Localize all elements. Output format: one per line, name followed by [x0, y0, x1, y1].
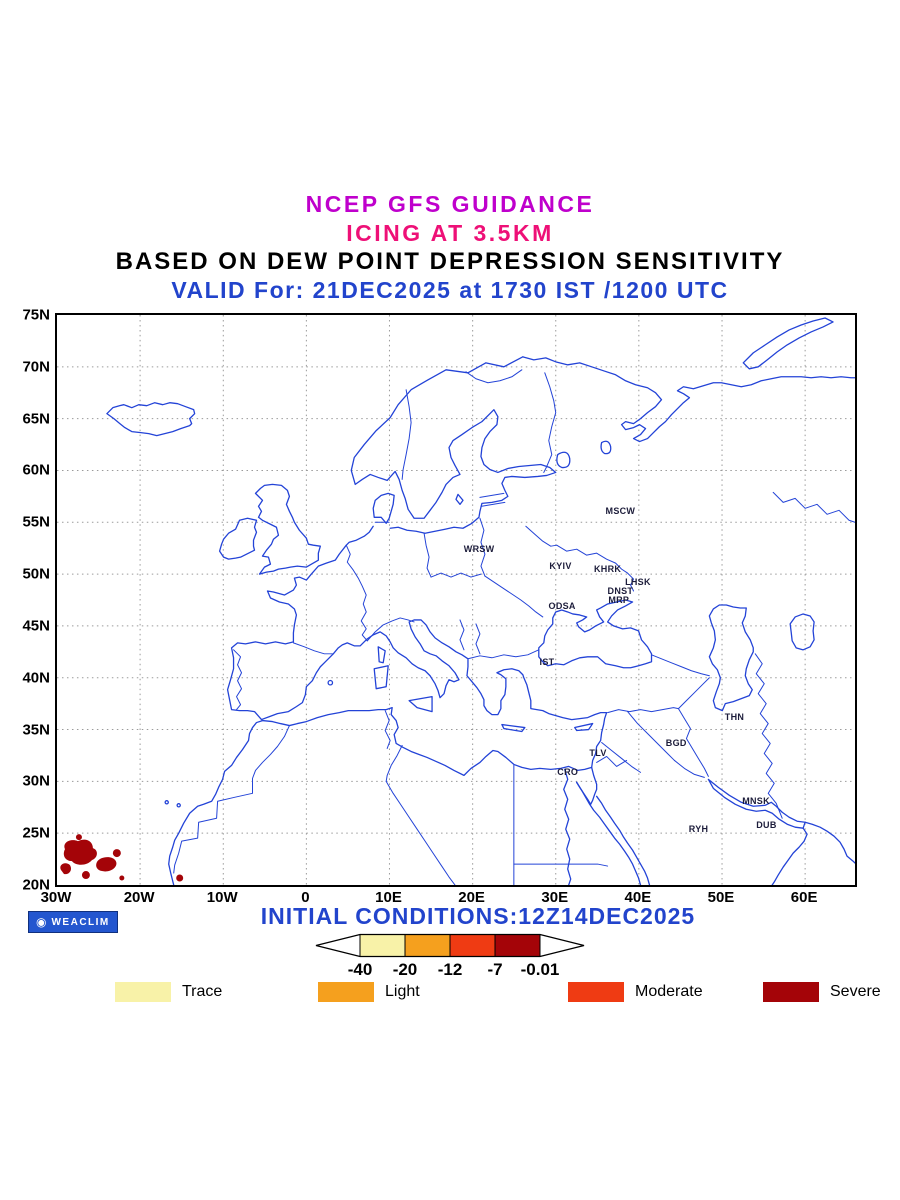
scale-dividers — [359, 934, 541, 957]
city-labels: MSCW WRSW KYIV KHRK LHSK DNST MRP ODSA IST THN BGD… — [57, 315, 855, 885]
model-title: NCEP GFS GUIDANCE — [305, 191, 595, 217]
legend-item: Moderate — [568, 982, 703, 1002]
lon-tick-label: 40E — [624, 889, 652, 906]
city-label: WRSW — [463, 544, 495, 555]
severity-legend: Trace Light Moderate Severe — [0, 982, 900, 1006]
lon-tick-label: 30E — [541, 889, 569, 906]
city-label: BGD — [665, 737, 687, 748]
lat-tick-label: 60N — [22, 461, 50, 479]
scale-segment-moderate — [450, 934, 495, 957]
scale-tick-label: -0.01 — [520, 960, 560, 979]
lon-tick-label: 30W — [40, 889, 72, 906]
lat-tick-label: 40N — [22, 669, 50, 687]
initial-conditions-text: INITIAL CONDITIONS:12Z14DEC2025 — [260, 903, 696, 929]
method-subtitle: BASED ON DEW POINT DEPRESSION SENSITIVIT… — [115, 248, 785, 275]
chart-header: NCEP GFS GUIDANCE ICING AT 3.5KM BASED O… — [0, 193, 900, 302]
city-label: KYIV — [549, 561, 572, 572]
lon-tick-label: 10W — [206, 889, 238, 906]
lat-tick-label: 75N — [22, 306, 50, 324]
lat-tick-label: 35N — [22, 721, 50, 739]
severe-icing-blobs — [60, 834, 184, 882]
product-title: ICING AT 3.5KM — [346, 220, 554, 246]
city-label: DUB — [756, 820, 777, 831]
scale-tick-label: -7 — [487, 960, 503, 979]
legend-item: Light — [318, 982, 420, 1002]
city-label: CRO — [557, 766, 579, 777]
lon-tick-label: 0 — [301, 889, 310, 906]
lon-tick-label: 60E — [790, 889, 818, 906]
target-icon: ◉ — [36, 915, 47, 929]
scale-tick-label: -20 — [392, 960, 418, 979]
scale-segment-severe — [495, 934, 540, 957]
lon-tick-label: 10E — [375, 889, 402, 906]
scale-segment-trace — [360, 934, 405, 957]
legend-swatch — [115, 982, 171, 1002]
legend-swatch — [568, 982, 624, 1002]
legend-swatch — [318, 982, 374, 1002]
city-label: MSCW — [605, 506, 636, 517]
latitude-axis: 75N 70N 65N 60N 55N 50N 45N 40N 35N 30N 25N 20N — [10, 307, 52, 894]
city-label: TLV — [589, 748, 607, 759]
scale-outline — [315, 933, 585, 958]
lat-tick-label: 55N — [22, 513, 50, 531]
color-scale: -40 -20 -12 -7 -0.01 — [315, 932, 585, 982]
legend-label: Light — [385, 983, 420, 1000]
city-label: MNSK — [742, 796, 770, 807]
city-label: KHRK — [594, 564, 622, 575]
legend-item: Trace — [115, 982, 222, 1002]
city-label: IST — [539, 656, 555, 667]
valid-time-line: VALID For: 21DEC2025 at 1730 IST /1200 U… — [171, 277, 729, 303]
city-label: MRP — [608, 595, 630, 605]
city-label: ODSA — [548, 600, 576, 611]
lon-tick-label: 20W — [123, 889, 155, 906]
scale-tick-label: -12 — [437, 960, 463, 979]
color-scale-bar — [315, 933, 585, 958]
lat-tick-label: 70N — [22, 358, 50, 376]
lat-tick-label: 45N — [22, 617, 50, 635]
lat-tick-label: 50N — [22, 565, 50, 583]
lat-tick-label: 65N — [22, 410, 50, 428]
coastlines — [106, 317, 855, 885]
weaclim-label: WEACLIM — [51, 916, 110, 928]
weaclim-logo: ◉ WEACLIM — [28, 911, 118, 933]
city-label: LHSK — [625, 577, 651, 588]
map-canvas — [57, 315, 855, 885]
legend-label: Severe — [830, 983, 881, 1000]
scale-tick-label: -40 — [347, 960, 373, 979]
lat-tick-label: 30N — [22, 772, 50, 790]
city-label: THN — [724, 712, 745, 723]
legend-label: Trace — [182, 983, 223, 1000]
scale-segment-light — [405, 934, 450, 957]
lat-tick-label: 20N — [22, 876, 50, 894]
city-label: DNST — [607, 585, 634, 596]
country-borders — [173, 369, 855, 885]
longitude-axis: 30W 20W 10W 0 10E 20E 30E 40E 50E 60E — [41, 889, 854, 907]
graticule-grid — [57, 315, 855, 885]
map-frame: MSCW WRSW KYIV KHRK LHSK DNST MRP ODSA IST THN BGD… — [55, 313, 857, 887]
legend-label: Moderate — [635, 983, 703, 1000]
lon-tick-label: 20E — [458, 889, 485, 906]
city-label: RYH — [688, 824, 709, 835]
scale-ticks: -40 -20 -12 -7 -0.01 — [315, 960, 585, 982]
legend-item: Severe — [763, 982, 881, 1002]
lon-tick-label: 50E — [707, 889, 735, 906]
legend-swatch — [763, 982, 819, 1002]
lat-tick-label: 25N — [22, 824, 50, 842]
